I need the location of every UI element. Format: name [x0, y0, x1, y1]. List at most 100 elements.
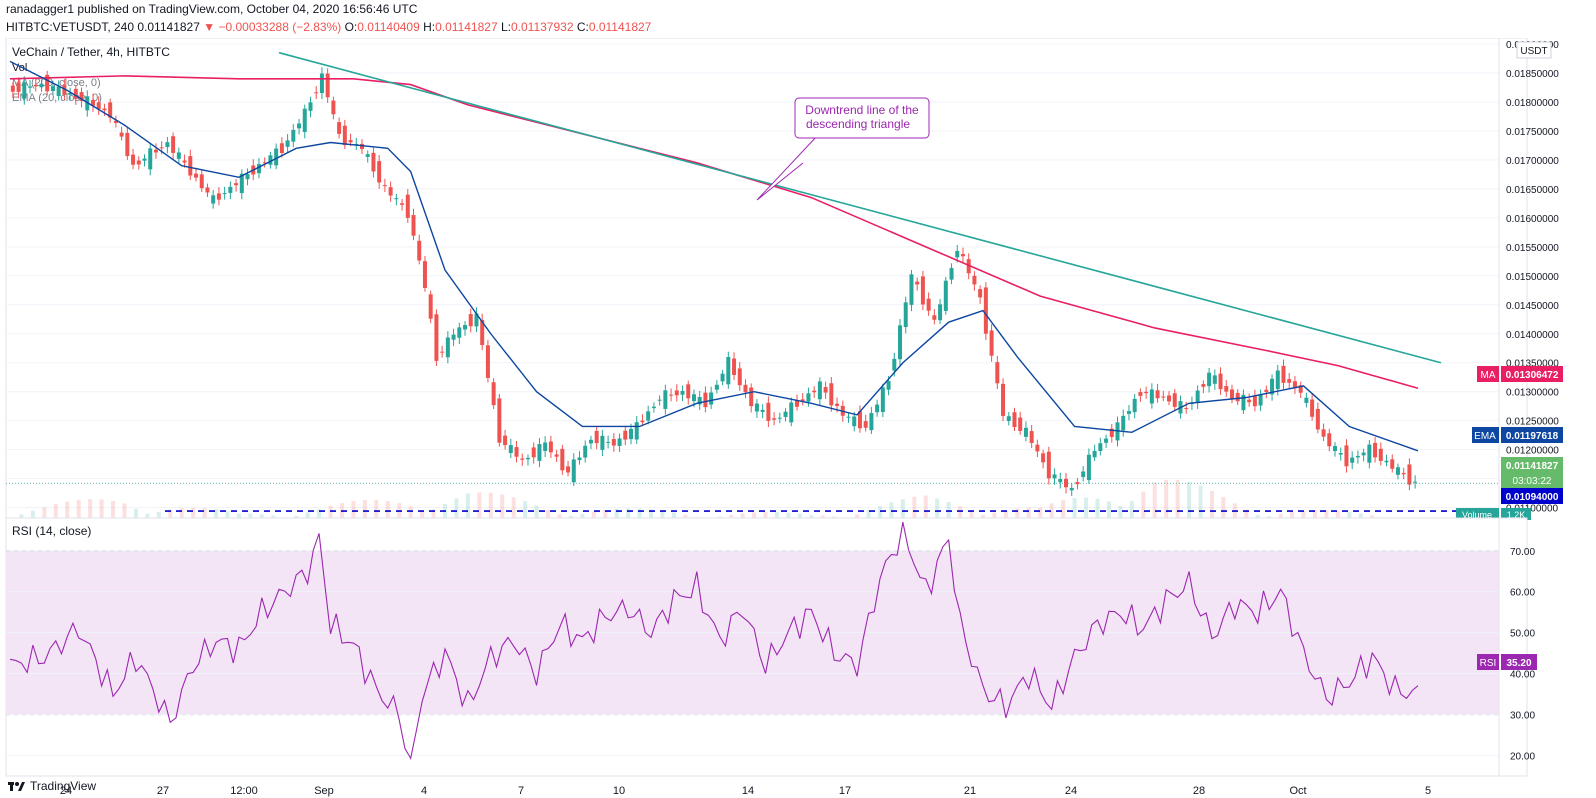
candle-body: [737, 368, 742, 386]
candle-body: [1046, 451, 1051, 479]
volume-bar: [179, 508, 184, 525]
price-tick-label: 0.01450000: [1506, 301, 1559, 312]
footer[interactable]: TradingView: [8, 779, 96, 793]
candles: [10, 67, 1418, 496]
candle-body: [812, 390, 817, 393]
rsi-badge: RSI 35.20: [1477, 654, 1537, 670]
candle-body: [394, 198, 399, 200]
candle-body: [239, 173, 244, 194]
volume-bar: [1072, 498, 1077, 525]
currency-label-text: USDT: [1520, 46, 1547, 57]
volume-bar: [88, 499, 93, 525]
candle-body: [428, 294, 433, 319]
price-pane[interactable]: [5, 38, 1528, 526]
volume-bar: [1209, 490, 1214, 525]
candle-body: [938, 304, 943, 321]
candle-body: [1041, 453, 1046, 463]
candle-body: [405, 194, 410, 218]
candle-body: [1035, 444, 1040, 452]
candle-body: [1401, 472, 1406, 475]
candle-body: [1212, 375, 1217, 384]
last-price-badge: 0.01141827 03:03:22: [1501, 457, 1563, 489]
candle-body: [360, 143, 364, 150]
rsi-axis-ticks: 70.00 60.00 50.00 40.00 30.00 20.00: [1510, 547, 1535, 763]
candle-body: [480, 319, 485, 345]
c-value: 0.01141827: [588, 20, 652, 34]
candle-body: [1258, 394, 1263, 406]
candle-body: [148, 148, 153, 170]
candle-body: [274, 148, 279, 166]
candle-body: [606, 441, 611, 443]
volume-bar: [42, 507, 47, 525]
candle-body: [45, 74, 50, 92]
change-value: −0.00033288 (−2.83%): [218, 20, 342, 34]
candle-body: [411, 215, 416, 236]
tradingview-logo-icon: [8, 782, 25, 791]
candle-body: [783, 411, 788, 417]
candle-body: [829, 383, 834, 406]
legend-title: VeChain / Tether, 4h, HITBTC: [12, 45, 170, 59]
o-value: 0.01140409: [357, 20, 420, 34]
candle-body: [520, 458, 525, 460]
candle-body: [1006, 416, 1011, 421]
candle-body: [194, 173, 199, 178]
price-tick-label: 0.01200000: [1506, 446, 1559, 457]
candle-body: [714, 384, 719, 390]
candle-body: [1315, 408, 1320, 430]
volume-bar: [1129, 500, 1134, 525]
candle-body: [1355, 455, 1360, 458]
candle-body: [629, 428, 634, 440]
candle-body: [1241, 394, 1246, 411]
downtrend-line[interactable]: [278, 51, 1442, 364]
candle-body: [1413, 481, 1418, 483]
rsi-tick-label: 50.00: [1510, 629, 1535, 640]
volume-bar: [1084, 497, 1089, 525]
candle-body: [1149, 389, 1154, 404]
price-tick-label: 0.01800000: [1506, 98, 1559, 109]
candle-body: [1373, 442, 1378, 458]
candle-body: [772, 418, 777, 420]
publisher-text: ranadagger1 published on TradingView.com…: [6, 2, 418, 16]
candle-body: [10, 85, 15, 92]
callout-line2: descending triangle: [806, 117, 910, 131]
candle-body: [171, 136, 176, 153]
price-tick-label: 0.01700000: [1506, 156, 1559, 167]
candle-body: [566, 466, 571, 473]
candle-body: [1052, 474, 1057, 479]
candle-body: [657, 399, 662, 401]
candle-body: [176, 152, 181, 159]
candle-body: [543, 442, 548, 451]
volume-bar: [1152, 482, 1157, 525]
h-label: H:: [423, 20, 436, 34]
candle-body: [1012, 412, 1017, 428]
volume-bar: [1187, 481, 1192, 525]
chart-canvas[interactable]: VeChain / Tether, 4h, HITBTC Vol MA (200…: [0, 38, 1596, 798]
candle-body: [1287, 379, 1292, 383]
currency-label-box: [1516, 41, 1552, 59]
volume-bar: [465, 493, 470, 525]
candle-body: [90, 100, 95, 106]
candle-body: [291, 129, 296, 142]
candle-body: [571, 459, 576, 483]
candle-body: [794, 400, 799, 407]
candle-body: [1167, 395, 1172, 402]
candle-body: [932, 315, 937, 320]
candle-body: [651, 406, 656, 409]
candle-body: [22, 82, 27, 99]
candle-body: [463, 325, 468, 330]
candle-body: [823, 387, 828, 393]
callout-line1: Downtrend line of the: [805, 103, 919, 117]
candle-body: [777, 417, 782, 419]
candle-body: [1338, 452, 1343, 455]
annotation-callout[interactable]: Downtrend line of the descending triangl…: [756, 97, 930, 201]
volume-bar: [1175, 479, 1180, 525]
volume-bar: [191, 507, 196, 525]
candle-body: [331, 100, 336, 115]
candle-body: [1121, 415, 1126, 431]
candle-body: [1126, 411, 1131, 414]
candle-body: [720, 373, 725, 382]
candle-body: [1195, 390, 1200, 403]
candle-body: [978, 289, 983, 298]
candle-body: [508, 445, 513, 454]
candle-body: [680, 390, 685, 395]
